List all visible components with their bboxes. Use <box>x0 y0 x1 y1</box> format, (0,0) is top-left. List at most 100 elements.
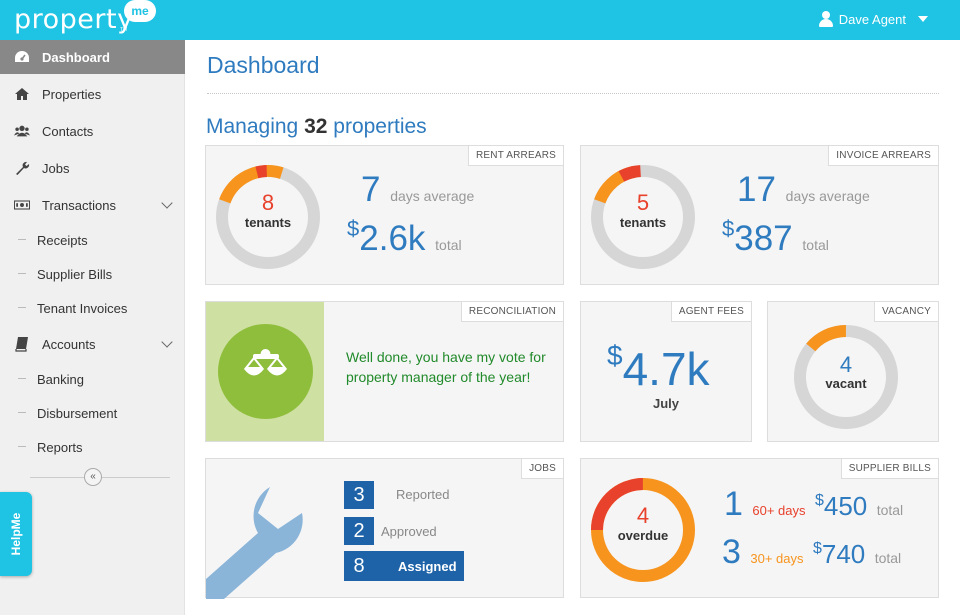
page-title: Dashboard <box>207 52 320 78</box>
logo[interactable]: property <box>14 4 134 35</box>
sidebar-item-label: Disbursement <box>37 405 118 421</box>
dashboard-icon <box>14 49 30 65</box>
currency: $ <box>347 216 360 241</box>
book-icon <box>14 336 30 352</box>
wrench-illustration-icon <box>206 487 303 599</box>
sidebar-item-label: Banking <box>37 371 84 387</box>
donut-label: tenants <box>244 215 292 230</box>
sub-item-dash <box>18 412 26 413</box>
days-value: 17 <box>737 170 776 209</box>
jobs-card[interactable]: JOBS 3 Reported 2 Approved 8 Assigned <box>205 458 564 599</box>
home-icon <box>14 86 30 102</box>
jobs-assigned-count: 8 <box>344 552 374 580</box>
amount-value: 387 <box>734 219 793 258</box>
bills-count: 1 <box>724 485 743 523</box>
user-menu[interactable]: Dave Agent <box>818 11 928 27</box>
helpme-button[interactable]: HelpMe <box>0 492 32 576</box>
jobs-assigned-row[interactable]: 8 Assigned <box>344 551 464 581</box>
invoice-arrears-card[interactable]: INVOICE ARREARS 5 tenants 17 days averag… <box>580 145 939 285</box>
collapse-sidebar-button[interactable]: « <box>84 468 102 486</box>
sidebar-item-reports[interactable]: Reports <box>0 430 185 464</box>
vacancy-card[interactable]: VACANCY 4 vacant <box>767 301 939 442</box>
sidebar-item-label: Supplier Bills <box>37 266 113 282</box>
donut-value: 5 <box>636 190 650 215</box>
jobs-approved-label[interactable]: Approved <box>381 524 437 539</box>
sub-item-dash <box>18 446 26 447</box>
managing-suffix: properties <box>333 115 427 138</box>
arrears-total: $387 total <box>722 216 829 259</box>
chevron-down-icon[interactable] <box>161 197 173 209</box>
days-label: days average <box>390 188 475 204</box>
card-label: RECONCILIATION <box>460 302 563 322</box>
sidebar-item-supplier-bills[interactable]: Supplier Bills <box>0 257 185 291</box>
days-average: 17 days average <box>737 170 870 210</box>
bills-30-row: 3 30+ days $740 total <box>722 533 901 572</box>
sidebar-item-label: Receipts <box>37 232 88 248</box>
logo-badge: me <box>124 0 156 22</box>
users-icon <box>14 123 30 139</box>
amount-value: 740 <box>821 539 866 569</box>
sidebar-item-properties[interactable]: Properties <box>0 77 185 111</box>
jobs-approved-count[interactable]: 2 <box>344 517 374 545</box>
scales-icon <box>218 324 313 419</box>
donut-value: 4 <box>636 503 650 528</box>
sidebar-item-tenant-invoices[interactable]: Tenant Invoices <box>0 291 185 325</box>
sidebar-item-label: Dashboard <box>42 49 110 65</box>
sidebar-item-jobs[interactable]: Jobs <box>0 151 185 185</box>
arrears-total: $2.6k total <box>347 216 462 259</box>
reconciliation-message: Well done, you have my vote for property… <box>346 349 546 385</box>
vacancy-donut <box>794 325 898 429</box>
sub-item-dash <box>18 378 26 379</box>
helpme-label: HelpMe <box>9 512 23 556</box>
user-icon <box>818 11 833 27</box>
amount-label: total <box>874 550 902 566</box>
supplier-bills-donut <box>591 478 695 582</box>
sub-item-dash <box>18 307 26 308</box>
card-label: VACANCY <box>873 302 938 322</box>
sidebar-item-dashboard[interactable]: Dashboard <box>0 40 185 74</box>
currency: $ <box>722 216 735 241</box>
card-label: JOBS <box>521 459 563 479</box>
rent-arrears-donut <box>216 165 320 269</box>
sidebar-item-label: Tenant Invoices <box>37 300 128 316</box>
sidebar-item-contacts[interactable]: Contacts <box>0 114 185 148</box>
reconciliation-card[interactable]: RECONCILIATION Well done, you have my vo… <box>205 301 564 442</box>
card-label: SUPPLIER BILLS <box>840 459 938 479</box>
user-name: Dave Agent <box>838 11 906 27</box>
card-label: RENT ARREARS <box>467 146 563 166</box>
jobs-reported-label[interactable]: Reported <box>396 487 450 502</box>
sidebar-item-label: Transactions <box>42 197 116 213</box>
sidebar-item-label: Accounts <box>42 336 96 352</box>
vacancy-label: vacant <box>825 376 867 391</box>
currency: $ <box>814 492 824 509</box>
reconciliation-panel <box>206 302 324 441</box>
jobs-reported-count[interactable]: 3 <box>344 481 374 509</box>
donut-value: 8 <box>261 190 275 215</box>
bills-60-row: 1 60+ days $450 total <box>724 485 903 524</box>
days-average: 7 days average <box>361 170 474 210</box>
bills-age: 60+ days <box>752 503 806 518</box>
amount-label: total <box>802 237 829 253</box>
sidebar-item-label: Reports <box>37 439 83 455</box>
chevron-down-icon[interactable] <box>161 336 173 348</box>
sidebar-item-receipts[interactable]: Receipts <box>0 223 185 257</box>
sidebar-item-accounts[interactable]: Accounts <box>0 327 185 361</box>
supplier-bills-card[interactable]: SUPPLIER BILLS 4 overdue 1 60+ days $450… <box>580 458 939 598</box>
sidebar-item-transactions[interactable]: Transactions <box>0 188 185 222</box>
money-icon <box>14 197 30 213</box>
amount-value: 4.7k <box>622 343 710 395</box>
sidebar-item-disbursement[interactable]: Disbursement <box>0 396 185 430</box>
logo-text: property <box>14 4 134 35</box>
amount-label: total <box>876 502 904 518</box>
wrench-icon <box>14 160 30 176</box>
sidebar-item-banking[interactable]: Banking <box>0 362 185 396</box>
bills-age: 30+ days <box>750 551 804 566</box>
sidebar-item-label: Jobs <box>42 160 70 176</box>
days-value: 7 <box>361 170 381 209</box>
card-label: AGENT FEES <box>670 302 751 322</box>
amount-value: 450 <box>823 491 868 521</box>
rent-arrears-card[interactable]: RENT ARREARS 8 tenants 7 days average $2… <box>205 145 564 285</box>
agent-fees-card[interactable]: AGENT FEES $4.7k July <box>580 301 752 442</box>
top-bar: property me TM Dave Agent <box>0 0 960 40</box>
managing-prefix: Managing <box>206 115 299 138</box>
